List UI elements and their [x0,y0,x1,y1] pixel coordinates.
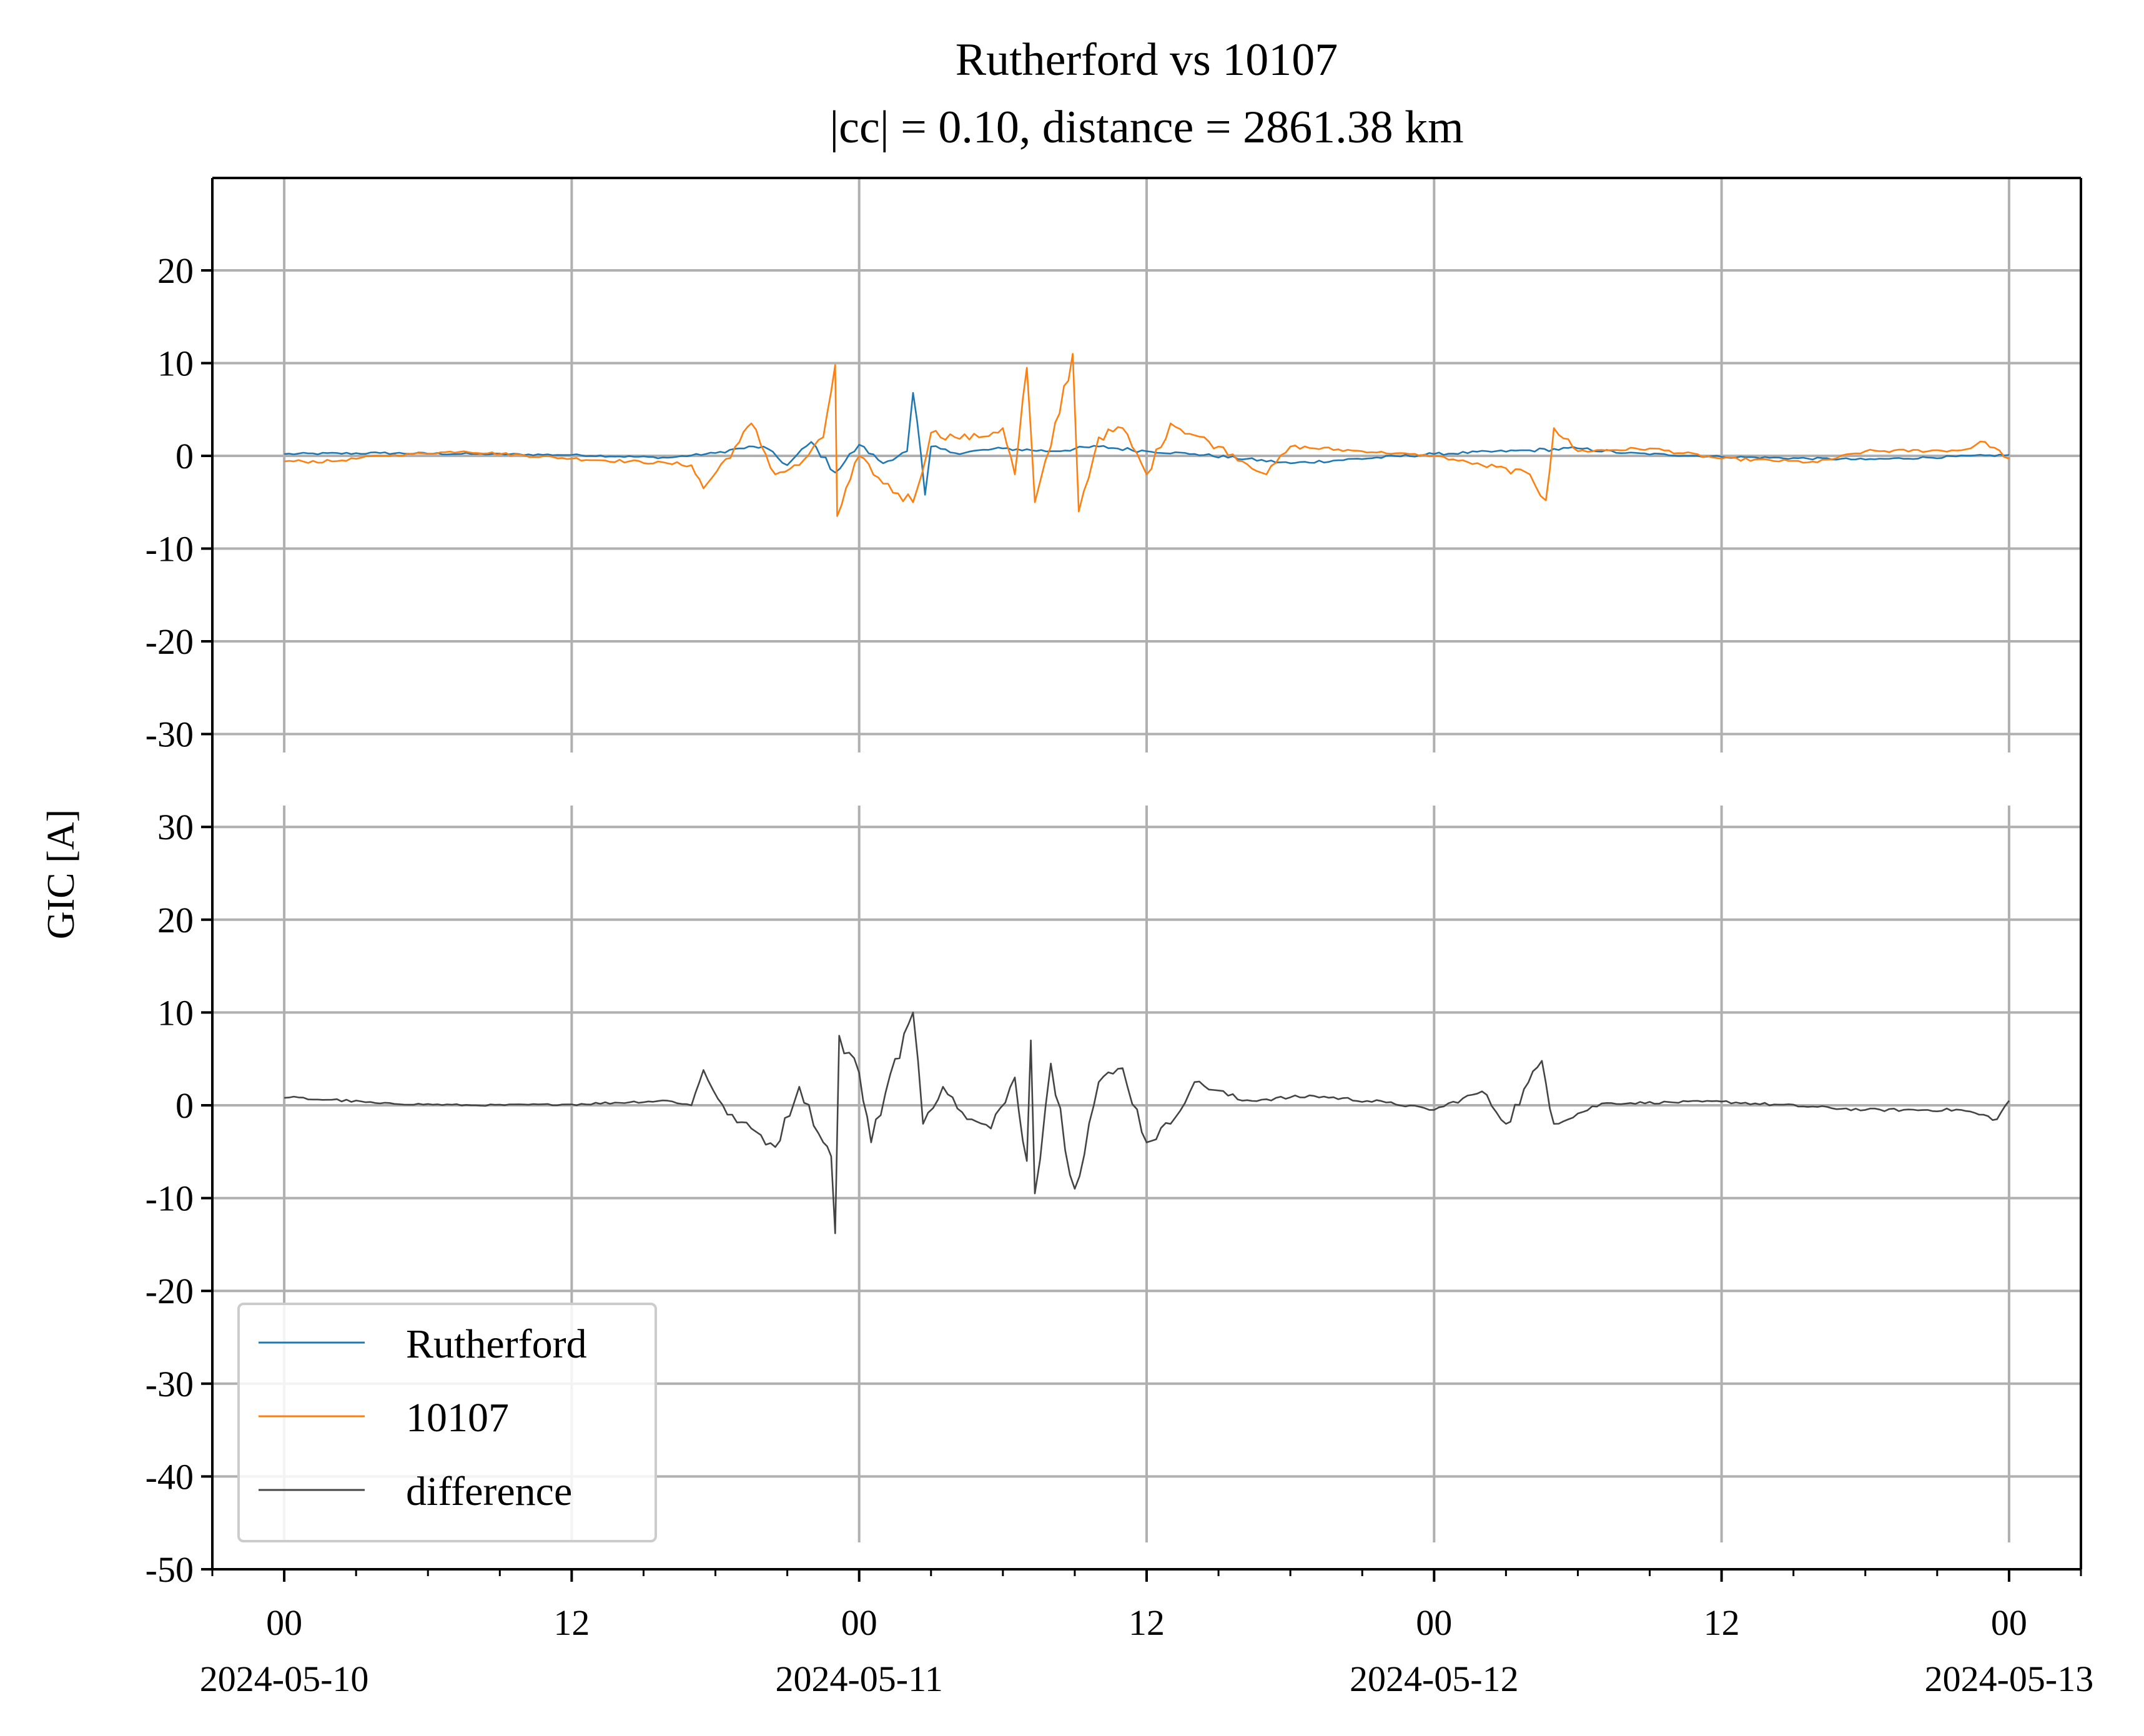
y-tick-label: -10 [146,1178,194,1219]
top-panel: -30 -20 -10 0 10 20 [146,177,2082,755]
series-line-10107 [284,353,2010,517]
y-tick-label: -20 [146,621,194,662]
y-tick-label: -10 [146,529,194,570]
legend-box [237,1303,657,1542]
x-tick-label-hour: 12 [1129,1602,1165,1643]
y-tick-label: -50 [146,1549,194,1590]
y-tick-label: 0 [175,1085,194,1126]
chart-title-line2: |cc| = 0.10, distance = 2861.38 km [829,102,1463,153]
y-tick-label: 0 [175,436,194,476]
y-tick-label: -40 [146,1456,194,1497]
series-line-rutherford [284,392,2010,496]
y-tick-label: -30 [146,1364,194,1404]
x-tick-label-hour: 00 [1991,1602,2027,1643]
x-tick-label-hour: 12 [1704,1602,1740,1643]
legend: Rutherford 10107 difference [237,1303,657,1542]
x-tick-label-date: 2024-05-13 [1925,1659,2094,1699]
legend-label-difference: difference [406,1469,572,1514]
y-tick-label: 10 [157,992,194,1033]
x-tick-label-hour: 00 [841,1602,877,1643]
y-tick-label: 20 [157,250,194,291]
x-tick-label-date: 2024-05-11 [775,1659,942,1699]
y-tick-label: -30 [146,714,194,755]
chart-title-line1: Rutherford vs 10107 [956,34,1338,86]
y-axis-label: GIC [A] [40,809,82,939]
y-tick-label: 20 [157,900,194,940]
x-tick-label-hour: 12 [553,1602,590,1643]
y-tick-label: -20 [146,1271,194,1311]
x-tick-label-hour: 00 [266,1602,302,1643]
x-tick-label-hour: 00 [1416,1602,1452,1643]
x-tick-label-date: 2024-05-10 [200,1659,369,1699]
legend-label-10107: 10107 [406,1395,509,1441]
x-tick-label-date: 2024-05-12 [1350,1659,1519,1699]
legend-label-rutherford: Rutherford [406,1321,587,1367]
series-line-difference [284,1012,2010,1235]
y-tick-label: 10 [157,343,194,384]
y-tick-label: 30 [157,807,194,847]
